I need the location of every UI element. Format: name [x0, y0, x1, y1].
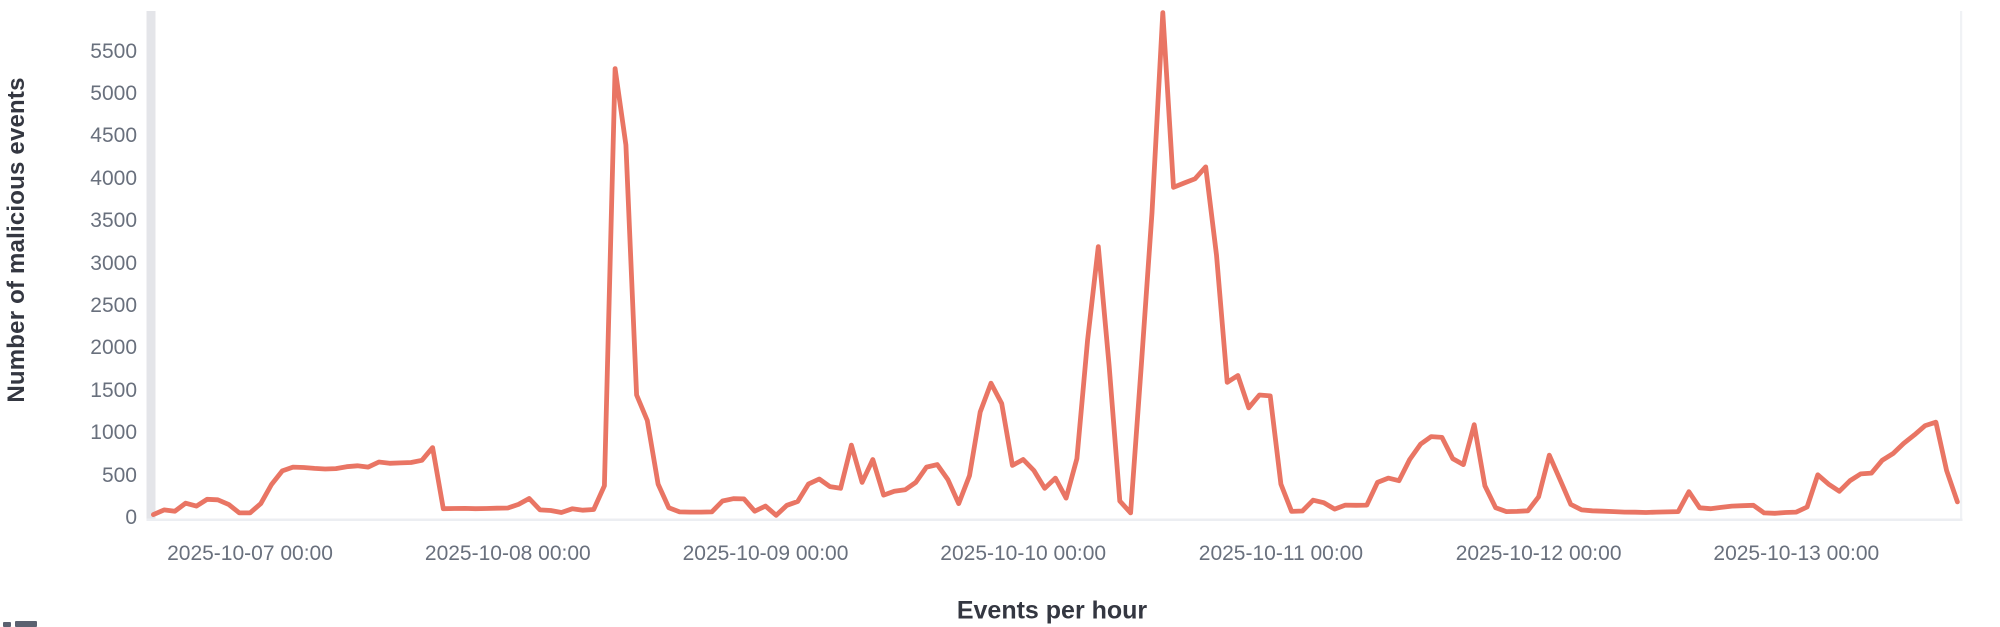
y-tick-label: 500: [101, 463, 137, 487]
y-tick-label: 4500: [90, 124, 137, 148]
clipped-glyph-fragment: [3, 622, 11, 627]
y-tick-label: 5500: [90, 39, 137, 63]
y-tick-label: 1500: [90, 378, 137, 402]
y-tick-label: 0: [125, 506, 137, 529]
x-axis-line: [146, 518, 1963, 521]
y-tick-label: 2000: [90, 336, 137, 360]
x-tick-label: 2025-10-09 00:00: [682, 542, 849, 565]
y-tick-label: 1000: [90, 421, 137, 445]
x-tick-label: 2025-10-11 00:00: [1198, 542, 1364, 565]
y-tick-label: 3000: [90, 251, 137, 275]
clipped-bottom-left-element: [0, 615, 60, 627]
x-tick-label: 2025-10-12 00:00: [1455, 542, 1622, 565]
y-tick-label: 3500: [90, 209, 137, 233]
x-tick-label: 2025-10-08 00:00: [424, 542, 591, 565]
x-tick-label: 2025-10-13 00:00: [1713, 542, 1880, 565]
clipped-glyph-fragment: [15, 621, 37, 627]
x-tick-label: 2025-10-07 00:00: [167, 542, 333, 565]
y-axis-tick-labels: 0 500 1000 1500 2000 2500 3000 3500 4000 4500 5000…: [0, 0, 137, 627]
events-line-series: [150, 10, 1960, 518]
y-axis-line: [146, 11, 156, 519]
y-tick-label: 2500: [90, 294, 137, 317]
x-axis-title: Events per hour: [956, 596, 1148, 625]
y-tick-label: 5000: [90, 82, 137, 105]
y-tick-label: 4000: [90, 166, 137, 190]
plot-right-border: [1960, 11, 1963, 519]
x-tick-label: 2025-10-10 00:00: [940, 542, 1107, 565]
